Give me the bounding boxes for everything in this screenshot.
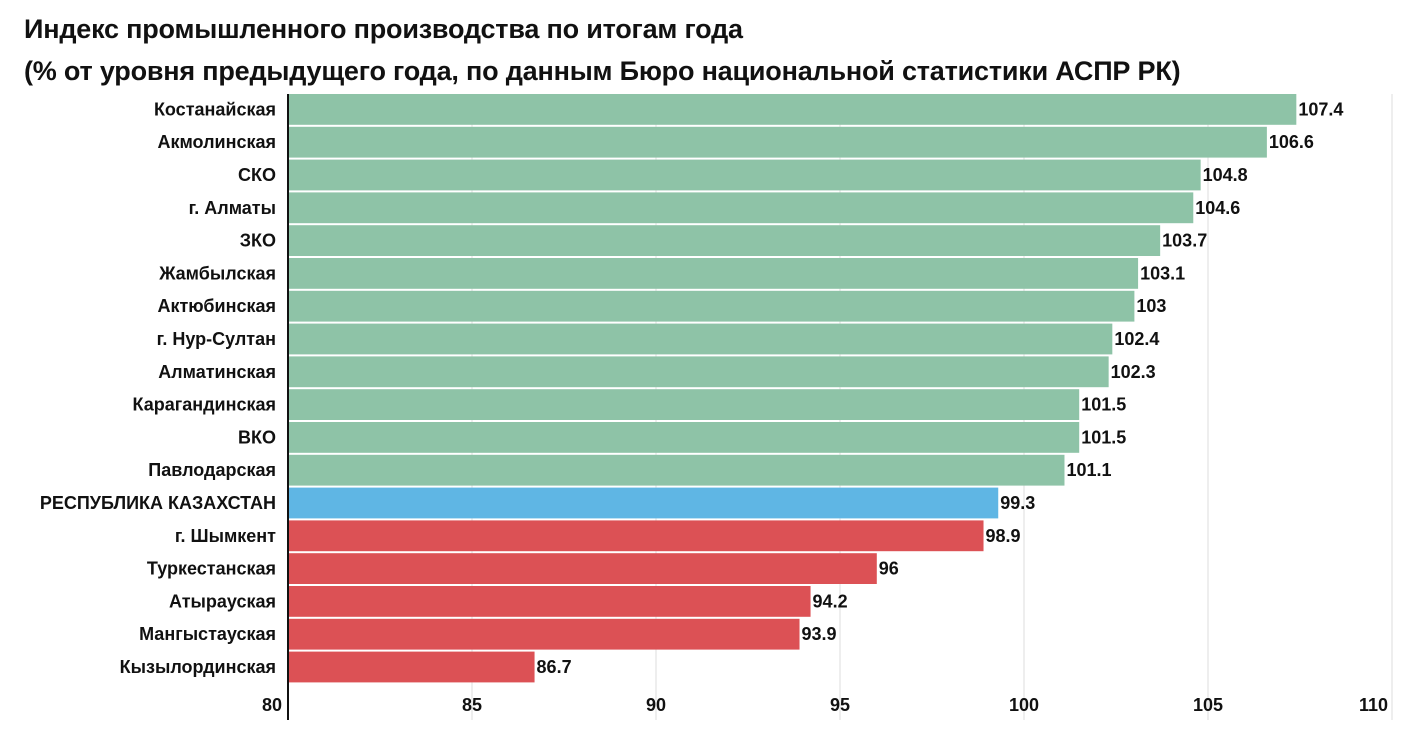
chart-title: Индекс промышленного производства по ито… [24, 14, 743, 44]
labels: 80 85 90 95 100 105 110 Костанайская 107.4 Акмоли… [40, 99, 1388, 715]
category-label: Атырауская [169, 591, 276, 611]
bar [288, 586, 811, 617]
value-label: 98.9 [986, 526, 1021, 546]
value-label: 103.1 [1140, 263, 1185, 283]
x-tick-label: 100 [1009, 695, 1039, 715]
category-label: РЕСПУБЛИКА КАЗАХСТАН [40, 493, 276, 513]
bar [288, 290, 1135, 322]
category-label: ЗКО [240, 231, 276, 251]
value-label: 93.9 [802, 624, 837, 644]
category-label: СКО [238, 165, 276, 185]
category-label: Мангыстауская [139, 624, 276, 644]
category-label: Костанайская [154, 99, 276, 119]
category-label: г. Алматы [189, 198, 276, 218]
value-label: 102.4 [1114, 329, 1159, 349]
category-label: ВКО [238, 427, 276, 447]
value-label: 99.3 [1000, 493, 1035, 513]
bar [288, 323, 1113, 355]
value-label: 101.1 [1066, 460, 1111, 480]
value-label: 101.5 [1081, 395, 1126, 415]
bar [288, 618, 800, 650]
bar [288, 651, 535, 683]
bar [288, 454, 1065, 486]
category-label: Туркестанская [147, 559, 276, 579]
bar [288, 258, 1139, 289]
bar [288, 422, 1080, 453]
value-label: 107.4 [1298, 99, 1343, 119]
bar [288, 356, 1109, 388]
value-label: 104.6 [1195, 198, 1240, 218]
x-tick-label: 85 [462, 695, 482, 715]
category-label: Павлодарская [148, 460, 276, 480]
bar [288, 487, 999, 519]
category-label: Кызылординская [120, 657, 276, 677]
value-label: 106.6 [1269, 132, 1314, 152]
category-label: Карагандинская [133, 395, 277, 415]
x-tick-label: 95 [830, 695, 850, 715]
bar [288, 159, 1201, 191]
bar [288, 553, 877, 584]
bar [288, 389, 1080, 420]
bar [288, 520, 984, 552]
value-label: 103.7 [1162, 231, 1207, 251]
category-label: Актюбинская [157, 296, 276, 316]
value-label: 86.7 [537, 657, 572, 677]
bar [288, 192, 1194, 224]
bar [288, 94, 1297, 125]
x-tick-label: 90 [646, 695, 666, 715]
category-label: Алматинская [158, 362, 276, 382]
value-label: 102.3 [1111, 362, 1156, 382]
category-label: Жамбылская [158, 263, 276, 283]
value-label: 94.2 [813, 591, 848, 611]
category-label: г. Нур-Султан [157, 329, 276, 349]
value-label: 101.5 [1081, 427, 1126, 447]
value-label: 104.8 [1203, 165, 1248, 185]
value-label: 96 [879, 559, 899, 579]
x-tick-label: 105 [1193, 695, 1223, 715]
bar [288, 126, 1267, 158]
category-label: г. Шымкент [175, 526, 276, 546]
chart-subtitle: (% от уровня предыдущего года, по данным… [24, 56, 1181, 86]
bar [288, 225, 1161, 256]
category-label: Акмолинская [157, 132, 276, 152]
value-label: 103 [1136, 296, 1166, 316]
x-tick-label: 110 [1359, 695, 1388, 715]
bars [288, 94, 1297, 683]
x-tick-label: 80 [262, 695, 282, 715]
